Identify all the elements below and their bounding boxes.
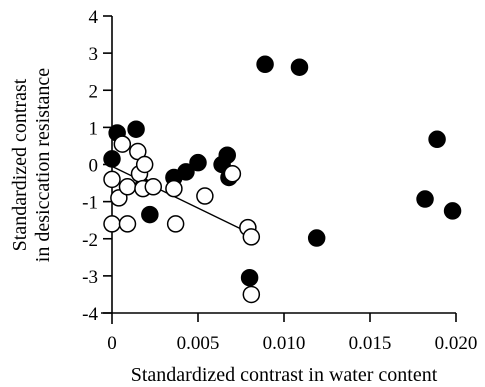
y-axis-ticks: 4 3 2 1 0 -1 -2 -3 -4 xyxy=(82,7,112,325)
filled-point xyxy=(290,58,309,76)
x-tick-label: 0.015 xyxy=(349,333,392,354)
axes xyxy=(101,16,456,324)
y-tick-label: 3 xyxy=(89,44,99,65)
filled-point xyxy=(218,146,236,164)
open-point xyxy=(103,215,121,233)
filled-point xyxy=(103,150,121,168)
open-point xyxy=(144,178,163,196)
open-point xyxy=(242,285,261,304)
data-points xyxy=(103,55,462,304)
open-point xyxy=(242,228,261,246)
open-point xyxy=(103,170,121,189)
filled-point xyxy=(240,268,259,287)
open-point xyxy=(118,215,137,233)
open-point xyxy=(166,215,185,233)
y-tick-label: 1 xyxy=(89,118,99,139)
filled-point xyxy=(416,190,434,208)
y-tick-label: -1 xyxy=(82,193,98,214)
open-point xyxy=(113,135,132,153)
filled-point xyxy=(256,55,274,74)
x-tick-label: 0.005 xyxy=(177,333,220,354)
filled-point xyxy=(443,202,462,220)
open-point xyxy=(118,178,137,196)
filled-point xyxy=(189,153,207,172)
x-tick-label: 0.020 xyxy=(435,333,478,354)
x-tick-label: 0.010 xyxy=(263,333,306,354)
x-axis-ticks: 0 0.005 0.010 0.015 0.020 xyxy=(107,313,477,354)
y-tick-label: -2 xyxy=(82,230,98,251)
open-point xyxy=(135,155,154,174)
y-axis-title-line1: Standardized contrast xyxy=(9,78,31,251)
filled-point xyxy=(428,130,446,149)
filled-point xyxy=(141,205,159,224)
x-tick-label: 0 xyxy=(107,333,117,354)
filled-point xyxy=(307,229,326,247)
y-tick-label: 2 xyxy=(89,81,99,102)
y-axis-title-line2: in desiccation resistance xyxy=(32,68,54,262)
x-axis-title: Standardized contrast in water content xyxy=(131,364,438,386)
open-point xyxy=(223,165,242,183)
open-point xyxy=(165,179,183,198)
y-tick-label: 4 xyxy=(89,7,99,28)
filled-point xyxy=(127,120,145,138)
y-tick-label: -3 xyxy=(82,267,98,288)
y-tick-label: 0 xyxy=(89,156,99,177)
y-tick-label: -4 xyxy=(82,304,98,325)
open-point xyxy=(196,187,214,205)
filled-point xyxy=(177,163,195,181)
